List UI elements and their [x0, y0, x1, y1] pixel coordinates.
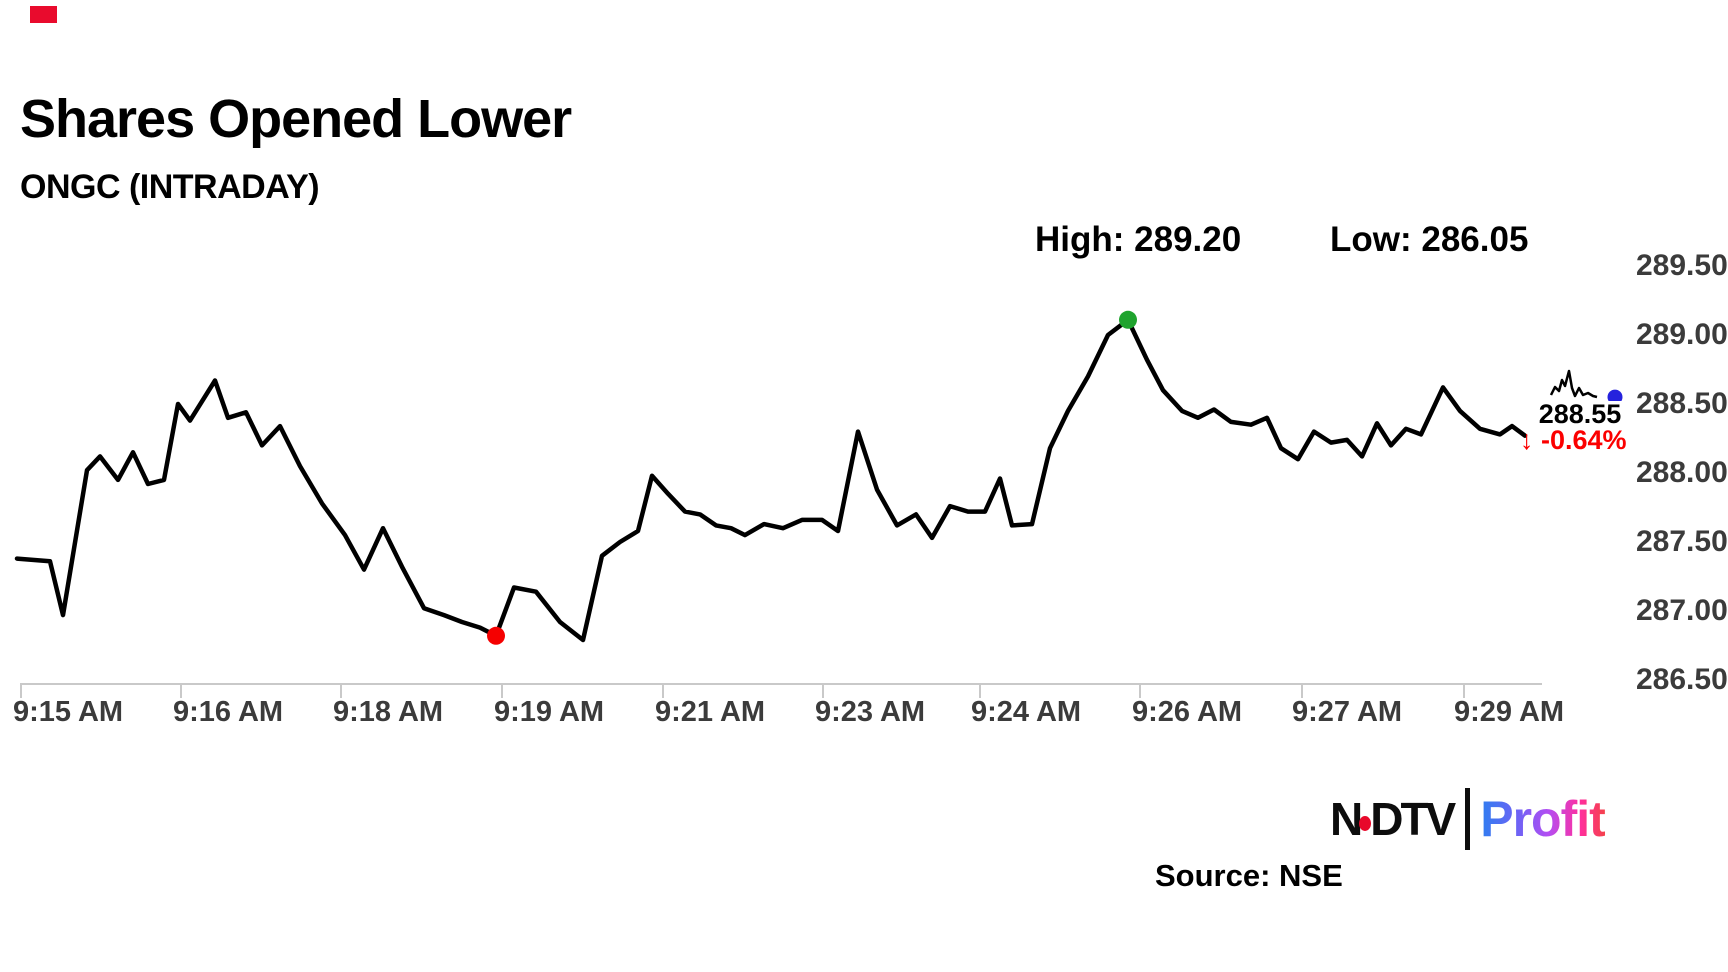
mini-sparkline — [1549, 369, 1598, 399]
x-axis-label: 9:29 AM — [1453, 696, 1565, 728]
y-axis-label: 287.50 — [1636, 525, 1728, 558]
y-axis-label: 288.00 — [1636, 456, 1728, 489]
y-axis-label: 288.50 — [1636, 387, 1728, 420]
low-value-label: Low: 286.05 — [1330, 220, 1529, 259]
x-axis-label: 9:16 AM — [172, 696, 284, 728]
x-axis-label: 9:21 AM — [654, 696, 766, 728]
y-axis-label: 289.50 — [1636, 249, 1728, 282]
x-axis-label: 9:19 AM — [493, 696, 605, 728]
x-axis-label: 9:26 AM — [1131, 696, 1243, 728]
x-axis-label: 9:15 AM — [12, 696, 124, 728]
down-arrow-icon: ↓ — [1520, 425, 1534, 455]
ndtv-letters-dtv: DTV — [1370, 793, 1456, 845]
ndtv-letter-n: N — [1330, 793, 1363, 845]
change-percent-value: -0.64% — [1541, 425, 1627, 455]
low-point-marker — [487, 626, 505, 645]
source-attribution: Source: NSE — [1155, 858, 1343, 893]
y-axis-label: 289.00 — [1636, 318, 1728, 351]
red-accent-mark — [30, 6, 57, 23]
page-title: Shares Opened Lower — [20, 89, 572, 149]
last-point-marker — [1607, 389, 1623, 405]
ndtv-logo-text: N DTV — [1330, 792, 1456, 846]
high-value-label: High: 289.20 — [1035, 220, 1242, 259]
x-axis-label: 9:27 AM — [1291, 696, 1403, 728]
ndtv-profit-logo: N DTV Profit — [1330, 788, 1606, 850]
y-axis-label: 287.00 — [1636, 594, 1728, 627]
page-subtitle: ONGC (INTRADAY) — [20, 168, 320, 206]
profit-logo-text: Profit — [1480, 791, 1606, 847]
x-axis-label: 9:24 AM — [970, 696, 1082, 728]
ndtv-red-dot-icon — [1359, 815, 1372, 831]
price-line — [14, 317, 1528, 643]
logo-separator-bar — [1465, 788, 1471, 850]
high-point-marker — [1119, 310, 1137, 329]
y-axis-label: 286.50 — [1636, 663, 1728, 696]
last-price-label: 288.55 — [1538, 399, 1622, 429]
change-percent-label: ↓ -0.64% — [1520, 425, 1627, 455]
x-axis-label: 9:18 AM — [332, 696, 444, 728]
x-axis-label: 9:23 AM — [814, 696, 926, 728]
